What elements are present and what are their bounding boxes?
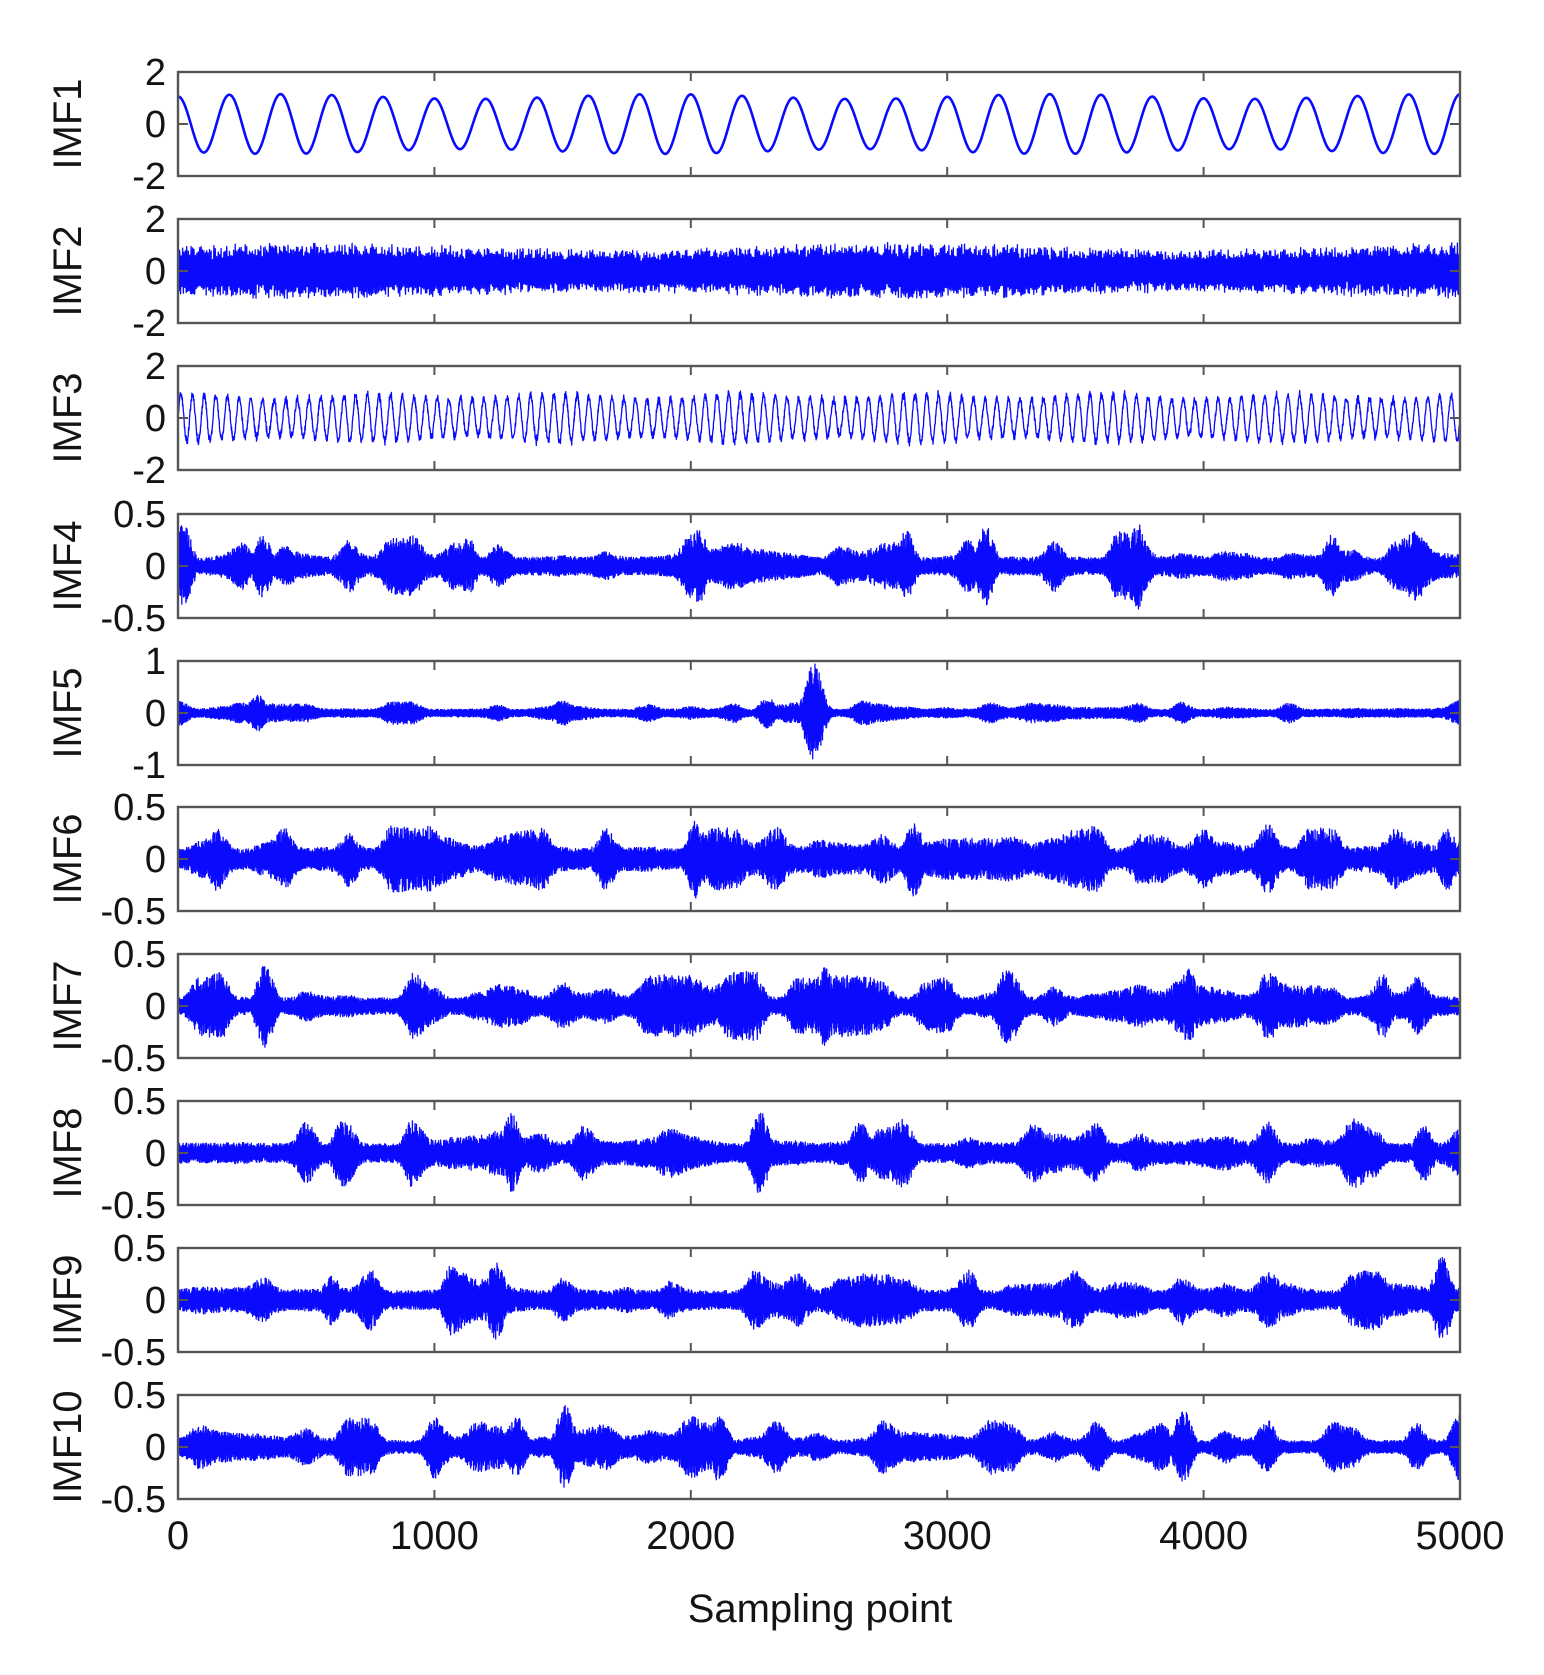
- x-axis-label: Sampling point: [688, 1587, 953, 1631]
- x-tick-label: 4000: [1159, 1514, 1248, 1558]
- y-tick-label: -2: [132, 303, 166, 345]
- series-line-imf5: [178, 663, 1460, 760]
- y-tick-label: -0.5: [101, 1185, 166, 1227]
- y-axis-label-imf6: IMF6: [46, 813, 90, 904]
- x-tick-label: 1000: [390, 1514, 479, 1558]
- subplot-stack: 2 0 -2 IMF1 2 0 -2 IMF2 2 0 -2 IMF3 0.5 0 -0.5 IMF4 1 0 -1…: [46, 52, 1462, 1521]
- y-axis-label-imf1: IMF1: [46, 78, 90, 169]
- subplot-imf4: 0.5 0 -0.5 IMF4: [46, 494, 1462, 640]
- y-axis-label-imf9: IMF9: [46, 1254, 90, 1345]
- y-tick-label: 0.5: [113, 1228, 166, 1270]
- y-tick-label: 0: [145, 693, 166, 735]
- y-tick-label: 0: [145, 1280, 166, 1322]
- shared-x-axis: 0 1000 2000 3000 4000 5000: [167, 1514, 1505, 1558]
- y-tick-label: 0: [145, 398, 166, 440]
- y-tick-label: 0.5: [113, 934, 166, 976]
- series-line-imf4: [178, 524, 1460, 610]
- x-tick-label: 0: [167, 1514, 189, 1558]
- series-line-imf3: [178, 389, 1460, 447]
- series-line-imf1: [178, 92, 1460, 156]
- y-axis-label-imf2: IMF2: [46, 225, 90, 316]
- subplot-imf10: 0.5 0 -0.5 IMF10: [46, 1375, 1462, 1521]
- y-tick-label: 0: [145, 839, 166, 881]
- series-line-imf2: [178, 241, 1460, 300]
- y-tick-label: 0.5: [113, 1375, 166, 1417]
- y-tick-label: 1: [145, 641, 166, 683]
- y-tick-label: -0.5: [101, 1479, 166, 1521]
- y-tick-label: -0.5: [101, 598, 166, 640]
- y-tick-label: -0.5: [101, 1332, 166, 1374]
- y-axis-label-imf8: IMF8: [46, 1107, 90, 1198]
- subplot-imf8: 0.5 0 -0.5 IMF8: [46, 1081, 1462, 1227]
- series-line-imf10: [178, 1405, 1460, 1488]
- y-tick-label: -2: [132, 156, 166, 198]
- y-tick-label: 0: [145, 986, 166, 1028]
- y-axis-label-imf4: IMF4: [46, 520, 90, 611]
- series-line-imf7: [178, 966, 1460, 1048]
- y-tick-label: 0: [145, 104, 166, 146]
- y-tick-label: 0.5: [113, 787, 166, 829]
- x-tick-label: 5000: [1416, 1514, 1505, 1558]
- y-tick-label: 0.5: [113, 494, 166, 536]
- y-tick-label: -2: [132, 450, 166, 492]
- y-tick-label: -1: [132, 745, 166, 787]
- subplot-imf1: 2 0 -2 IMF1: [46, 52, 1462, 198]
- x-tick-label: 3000: [903, 1514, 992, 1558]
- subplot-imf3: 2 0 -2 IMF3: [46, 346, 1462, 492]
- series-line-imf9: [178, 1257, 1460, 1340]
- y-axis-label-imf5: IMF5: [46, 667, 90, 758]
- y-tick-label: 0: [145, 251, 166, 293]
- subplot-imf7: 0.5 0 -0.5 IMF7: [46, 934, 1462, 1080]
- y-tick-label: -0.5: [101, 891, 166, 933]
- series-line-imf6: [178, 820, 1460, 899]
- y-axis-label-imf7: IMF7: [46, 960, 90, 1051]
- y-tick-label: 0: [145, 546, 166, 588]
- series-line-imf8: [178, 1112, 1460, 1193]
- y-tick-label: 0: [145, 1133, 166, 1175]
- y-axis-label-imf10: IMF10: [46, 1390, 90, 1503]
- subplot-imf9: 0.5 0 -0.5 IMF9: [46, 1228, 1462, 1374]
- subplot-imf5: 1 0 -1 IMF5: [46, 641, 1462, 787]
- y-tick-label: 2: [145, 346, 166, 388]
- subplot-imf2: 2 0 -2 IMF2: [46, 199, 1462, 345]
- y-tick-label: 2: [145, 199, 166, 241]
- y-tick-label: 2: [145, 52, 166, 94]
- y-tick-label: 0.5: [113, 1081, 166, 1123]
- x-tick-label: 2000: [646, 1514, 735, 1558]
- subplot-imf6: 0.5 0 -0.5 IMF6: [46, 787, 1462, 933]
- y-axis-label-imf3: IMF3: [46, 372, 90, 463]
- y-tick-label: 0: [145, 1427, 166, 1469]
- y-tick-label: -0.5: [101, 1038, 166, 1080]
